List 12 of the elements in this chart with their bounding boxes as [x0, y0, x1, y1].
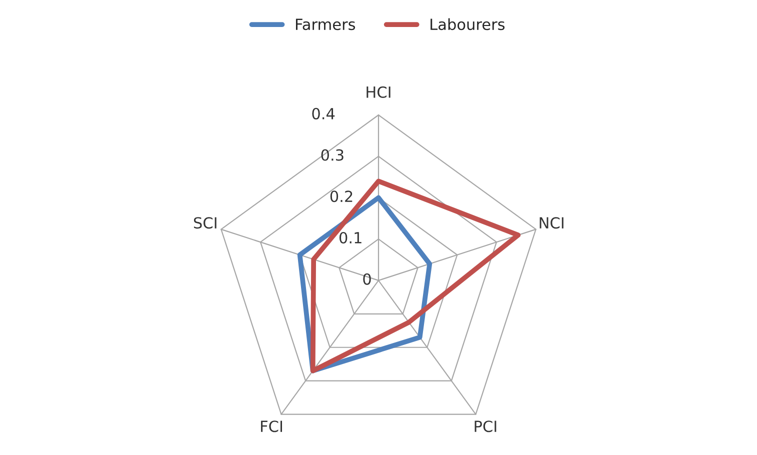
spoke-label: HCI — [366, 86, 390, 98]
spoke-label: FCI — [261, 420, 282, 432]
legend-label: Farmers — [296, 18, 356, 30]
y-tick-label: 0.4 — [312, 108, 335, 120]
y-tick-label: 0.1 — [339, 232, 362, 244]
y-tick-label: 0.3 — [321, 149, 344, 161]
legend-label: Labourers — [430, 18, 505, 30]
spoke-label: SCI — [194, 217, 216, 229]
y-tick-label: 0 — [363, 273, 371, 285]
spoke-label: PCI — [474, 420, 496, 432]
spoke-label: NCI — [540, 217, 564, 229]
y-tick-label: 0.2 — [330, 190, 352, 202]
